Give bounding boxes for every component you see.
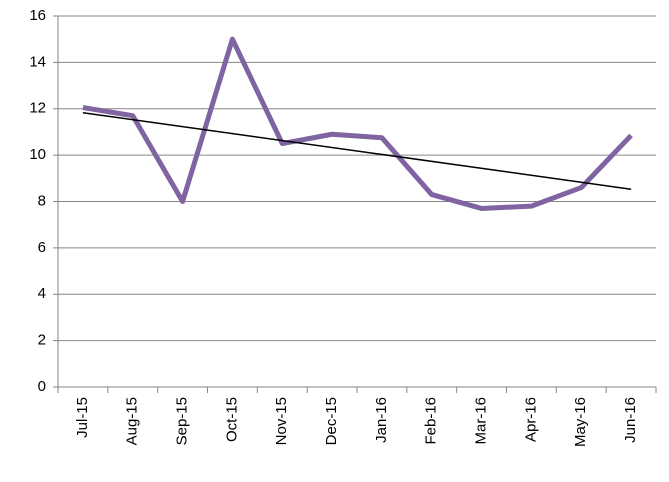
x-tick-label: Jul-15 [74, 397, 91, 438]
x-tick-label: Mar-16 [473, 397, 490, 445]
x-tick-label: Oct-15 [223, 397, 240, 442]
y-tick-label: 12 [29, 100, 46, 117]
y-tick-label: 0 [38, 378, 46, 395]
x-tick-label: Dec-15 [323, 397, 340, 445]
y-tick-label: 2 [38, 332, 46, 349]
x-tick-label: Nov-15 [273, 397, 290, 445]
trendline [82, 111, 632, 190]
y-tick-label: 8 [38, 192, 46, 209]
x-tick-label: Jun-16 [622, 397, 639, 443]
y-tick-label: 4 [38, 285, 46, 302]
y-tick-label: 16 [29, 7, 46, 24]
x-tick-label: Jan-16 [373, 397, 390, 443]
y-tick-label: 14 [29, 53, 46, 70]
x-tick-label: Apr-16 [522, 397, 539, 442]
y-tick-label: 6 [38, 239, 46, 256]
x-tick-label: Sep-15 [174, 397, 191, 445]
series-line [82, 36, 633, 211]
y-tick-label: 10 [29, 146, 46, 163]
x-tick-label: Feb-16 [423, 397, 440, 445]
x-tick-label: Aug-15 [124, 397, 141, 445]
x-tick-label: May-16 [572, 397, 589, 447]
